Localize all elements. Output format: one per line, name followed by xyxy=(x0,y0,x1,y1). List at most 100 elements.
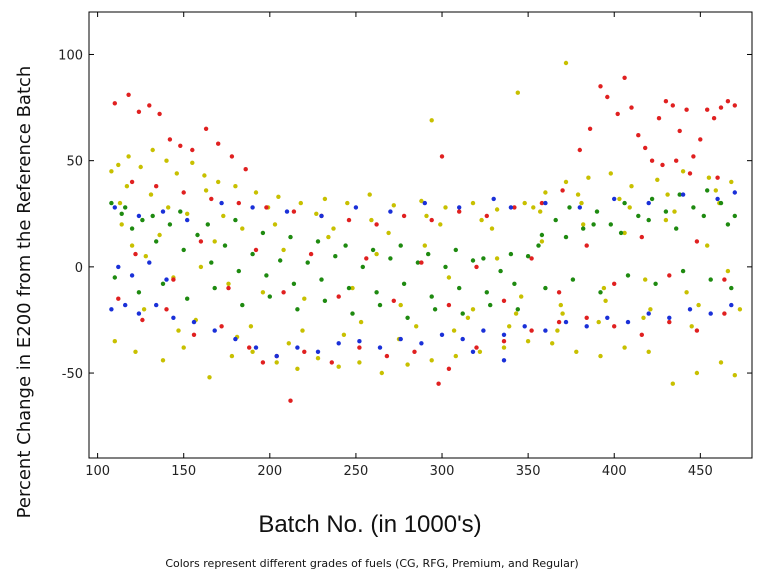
data-point-s2-61 xyxy=(247,345,252,350)
data-point-s0-20 xyxy=(470,200,476,206)
data-point-s0-21 xyxy=(494,207,500,212)
data-point-s1-87 xyxy=(563,234,569,240)
data-point-s3-6 xyxy=(212,328,217,333)
data-point-s0-81 xyxy=(519,294,524,299)
data-point-s0-136 xyxy=(617,196,622,202)
data-point-s2-79 xyxy=(667,319,672,325)
data-point-s2-4 xyxy=(157,111,162,117)
data-point-s2-52 xyxy=(660,162,665,168)
data-point-s3-37 xyxy=(136,213,142,219)
data-point-s1-7 xyxy=(195,232,200,238)
data-point-s2-91 xyxy=(391,298,396,303)
data-point-s1-57 xyxy=(377,302,383,308)
data-point-s1-48 xyxy=(136,290,142,295)
data-point-s0-65 xyxy=(185,211,190,216)
data-point-s1-40 xyxy=(649,196,655,202)
data-point-s0-129 xyxy=(451,328,457,333)
data-point-s0-11 xyxy=(253,190,259,195)
data-point-s2-57 xyxy=(140,317,145,323)
data-point-s1-92 xyxy=(701,213,706,219)
data-point-s2-23 xyxy=(429,217,434,223)
data-point-s2-13 xyxy=(154,184,159,189)
data-point-s2-9 xyxy=(216,141,221,146)
data-point-s1-46 xyxy=(732,213,737,219)
data-point-s1-83 xyxy=(453,247,458,253)
data-point-s0-61 xyxy=(129,243,135,248)
data-point-s1-33 xyxy=(553,217,558,223)
data-point-s3-56 xyxy=(732,190,737,195)
data-point-s1-43 xyxy=(691,205,696,210)
data-point-s0-54 xyxy=(622,345,627,350)
data-point-s3-8 xyxy=(253,345,259,350)
data-point-s1-84 xyxy=(481,256,486,261)
data-point-s2-90 xyxy=(364,256,369,261)
data-point-s3-49 xyxy=(508,205,514,210)
data-point-s2-37 xyxy=(636,133,641,138)
data-point-s0-98 xyxy=(272,222,278,227)
data-point-s2-6 xyxy=(178,143,183,148)
data-point-s3-39 xyxy=(185,217,190,223)
data-point-s0-99 xyxy=(300,328,305,333)
data-point-s0-111 xyxy=(603,298,608,303)
data-point-s3-35 xyxy=(164,277,169,282)
data-point-s2-100 xyxy=(639,234,644,240)
data-point-s2-96 xyxy=(529,256,534,261)
data-point-s1-58 xyxy=(405,315,410,320)
data-point-s0-23 xyxy=(543,190,548,195)
data-point-s0-57 xyxy=(694,370,700,376)
data-point-s2-93 xyxy=(446,302,452,308)
data-point-s1-15 xyxy=(305,260,310,265)
data-point-s1-8 xyxy=(209,260,214,265)
data-point-s1-10 xyxy=(236,268,241,274)
data-point-s0-17 xyxy=(391,203,396,208)
data-point-s2-1 xyxy=(126,92,131,98)
data-point-s2-48 xyxy=(711,116,717,121)
data-point-s1-25 xyxy=(443,264,448,270)
data-point-s0-44 xyxy=(379,370,384,376)
data-point-s0-88 xyxy=(663,217,669,223)
data-point-s2-11 xyxy=(243,167,248,172)
data-point-s0-43 xyxy=(357,360,362,365)
data-point-s1-49 xyxy=(160,281,166,286)
data-point-s0-56 xyxy=(670,381,675,386)
data-point-s1-81 xyxy=(398,243,403,248)
data-point-s1-61 xyxy=(488,302,493,308)
data-point-s2-14 xyxy=(181,190,186,195)
data-point-s2-50 xyxy=(725,99,731,104)
data-point-s2-66 xyxy=(329,360,334,365)
data-point-s2-86 xyxy=(253,247,259,253)
data-point-s0-117 xyxy=(124,184,130,189)
data-point-s1-41 xyxy=(663,209,669,214)
data-point-s2-16 xyxy=(236,200,241,206)
data-point-s3-40 xyxy=(219,200,224,206)
data-point-s0-94 xyxy=(166,205,171,210)
data-point-s2-15 xyxy=(209,196,214,202)
data-point-s0-13 xyxy=(298,200,303,206)
data-point-s1-67 xyxy=(653,281,658,286)
data-point-s2-56 xyxy=(116,296,121,301)
data-point-s2-75 xyxy=(556,319,562,325)
data-point-s1-36 xyxy=(594,209,600,214)
data-point-s3-24 xyxy=(584,324,589,329)
data-point-s0-28 xyxy=(655,177,660,182)
data-point-s2-27 xyxy=(512,205,517,210)
data-point-s1-86 xyxy=(536,243,541,248)
data-point-s1-53 xyxy=(267,294,272,299)
data-point-s2-94 xyxy=(474,264,479,270)
data-point-s2-25 xyxy=(457,209,462,214)
data-point-s2-77 xyxy=(612,324,617,329)
data-point-s0-106 xyxy=(489,226,495,231)
data-point-s1-90 xyxy=(646,217,651,223)
data-point-s0-59 xyxy=(732,373,737,378)
data-point-s3-50 xyxy=(543,200,548,206)
data-point-s0-35 xyxy=(181,345,186,350)
data-point-s1-62 xyxy=(515,307,520,312)
data-point-s0-84 xyxy=(581,222,586,227)
data-point-s1-31 xyxy=(525,254,531,259)
y-tick-label: 0 xyxy=(75,261,83,276)
data-point-s0-90 xyxy=(705,243,710,248)
data-point-s1-45 xyxy=(718,200,724,206)
data-point-s0-131 xyxy=(507,324,512,329)
data-point-s2-65 xyxy=(302,349,307,354)
